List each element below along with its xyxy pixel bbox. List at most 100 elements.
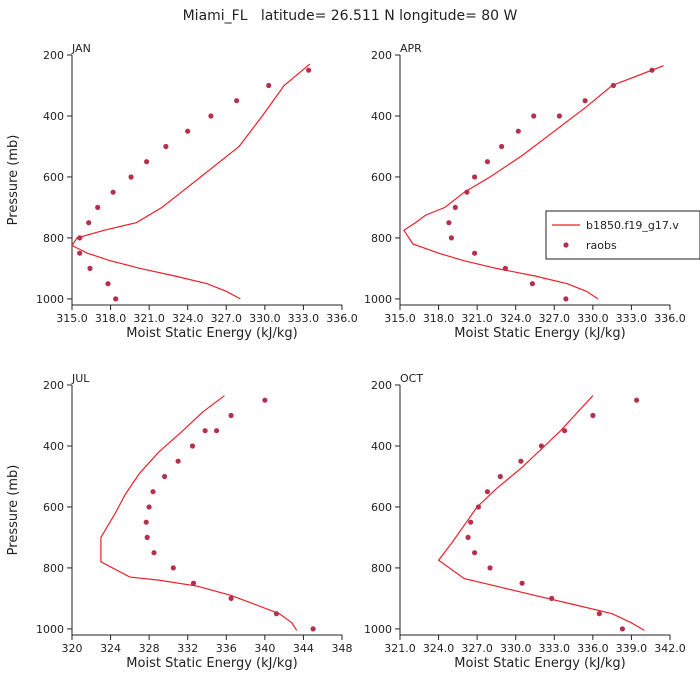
data-point-raobs (448, 235, 454, 241)
data-point-raobs (266, 82, 272, 89)
x-tick-label: 327.0 (211, 312, 243, 325)
x-tick-label: 330.0 (249, 312, 281, 325)
data-point-raobs (234, 98, 240, 104)
series-line-model (437, 395, 645, 631)
data-point-raobs (472, 250, 478, 256)
x-tick-label: 332 (177, 642, 198, 655)
data-point-raobs (452, 204, 458, 210)
data-point-raobs (472, 550, 478, 556)
x-tick-label: 318.0 (95, 312, 127, 325)
x-tick-label: 324 (100, 642, 121, 655)
x-tick-label: 333.0 (288, 312, 320, 325)
data-point-raobs (531, 113, 537, 119)
panel-title: JAN (71, 42, 91, 55)
data-point-raobs (634, 397, 640, 403)
data-point-raobs (582, 98, 588, 104)
data-point-raobs (446, 220, 452, 226)
data-point-raobs (189, 443, 196, 449)
y-tick-label: 600 (43, 501, 64, 514)
x-tick-label: 344 (293, 642, 314, 655)
series-line-model (403, 65, 664, 300)
y-tick-label: 600 (371, 501, 392, 514)
y-tick-label: 800 (371, 232, 392, 245)
data-point-raobs (214, 428, 220, 434)
series-line-model (72, 63, 311, 300)
data-point-raobs (562, 428, 568, 434)
chart-panel-jul: JUL 200 400 600 800 1000 320 324 328 332 336 340 344… (6, 372, 353, 671)
panel-title: OCT (400, 372, 423, 385)
data-point-raobs (87, 265, 93, 271)
x-tick-label: 336 (216, 642, 237, 655)
figure-title: Miami_FL latitude= 26.511 N longitude= 8… (183, 8, 518, 24)
legend-label-raobs: raobs (586, 239, 617, 252)
data-point-raobs (515, 128, 521, 134)
data-point-raobs (649, 67, 655, 73)
y-tick-label: 400 (43, 440, 64, 453)
x-axis-label: Moist Static Energy (kJ/kg) (454, 326, 625, 341)
y-tick-label: 1000 (364, 623, 392, 636)
data-point-raobs (465, 534, 471, 541)
y-tick-label: 200 (371, 379, 392, 392)
x-tick-label: 328 (139, 642, 160, 655)
plot-area (100, 395, 316, 632)
legend-label-model: b1850.f19_g17.v (586, 219, 679, 232)
x-tick-label: 336.0 (654, 312, 686, 325)
data-point-raobs (468, 519, 474, 525)
y-tick-label: 800 (371, 562, 392, 575)
data-point-raobs (228, 595, 234, 602)
x-axis-label: Moist Static Energy (kJ/kg) (126, 326, 297, 341)
x-tick-label: 336.0 (326, 312, 358, 325)
data-point-raobs (262, 397, 268, 403)
x-tick-label: 336.0 (577, 642, 609, 655)
x-tick-label: 333.0 (616, 312, 648, 325)
x-tick-label: 327.0 (461, 642, 493, 655)
panel-title: APR (400, 42, 422, 55)
chart-panels: JAN 200 400 600 800 1000 315.0 318.0 321.0 324.0 3… (6, 42, 700, 671)
data-point-raobs (175, 458, 181, 464)
x-tick-label: 348 (332, 642, 353, 655)
y-tick-label: 600 (371, 171, 392, 184)
y-tick-label: 200 (371, 49, 392, 62)
y-tick-label: 400 (371, 440, 392, 453)
data-point-raobs (563, 296, 569, 302)
data-point-raobs (519, 580, 525, 586)
data-point-raobs (610, 82, 617, 89)
x-tick-label: 324.0 (423, 642, 455, 655)
plot-area (403, 65, 664, 302)
x-tick-label: 327.0 (539, 312, 571, 325)
x-tick-label: 339.0 (616, 642, 648, 655)
x-axis-label: Moist Static Energy (kJ/kg) (126, 656, 297, 671)
x-tick-label: 318.0 (423, 312, 455, 325)
data-point-raobs (529, 281, 536, 287)
y-tick-label: 400 (43, 110, 64, 123)
data-point-raobs (77, 235, 83, 241)
data-point-raobs (190, 580, 197, 586)
data-point-raobs (518, 458, 524, 464)
plot-area (72, 63, 312, 302)
data-point-raobs (208, 113, 214, 119)
data-point-raobs (170, 565, 176, 571)
x-tick-label: 324.0 (172, 312, 204, 325)
data-point-raobs (143, 519, 149, 525)
x-tick-label: 321.0 (461, 312, 493, 325)
x-tick-label: 315.0 (56, 312, 88, 325)
data-point-raobs (162, 473, 168, 480)
x-tick-label: 330.0 (577, 312, 609, 325)
data-point-raobs (95, 204, 101, 210)
y-tick-label: 1000 (364, 293, 392, 306)
x-tick-label: 315.0 (384, 312, 416, 325)
chart-panel-jan: JAN 200 400 600 800 1000 315.0 318.0 321.0 324.0 3… (6, 42, 358, 341)
y-tick-label: 200 (43, 49, 64, 62)
y-tick-label: 400 (371, 110, 392, 123)
x-tick-label: 320 (62, 642, 83, 655)
data-point-raobs (163, 143, 169, 150)
data-point-raobs (306, 67, 312, 73)
data-point-raobs (549, 595, 555, 602)
chart-panel-apr: APR 200 400 600 800 1000 315.0 318.0 321.0 324.0 3… (364, 42, 700, 341)
y-axis-label: Pressure (mb) (6, 465, 21, 556)
x-tick-label: 321.0 (133, 312, 165, 325)
plot-area (437, 395, 645, 632)
data-point-raobs (144, 159, 150, 165)
